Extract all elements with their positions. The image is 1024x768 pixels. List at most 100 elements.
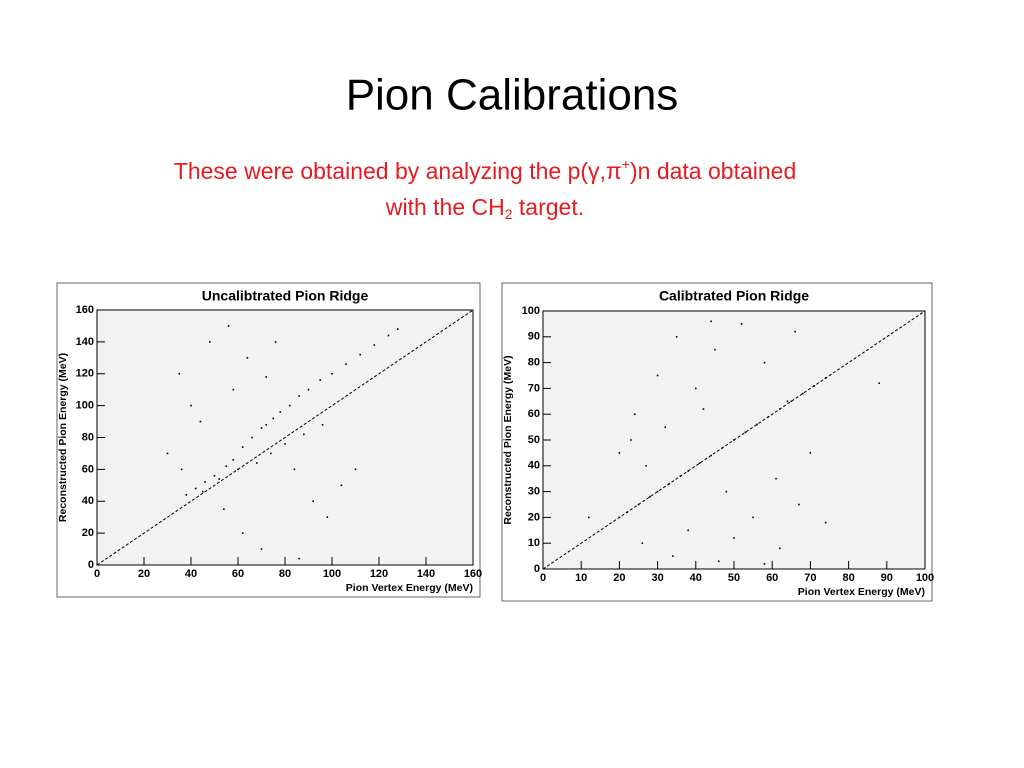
point [775, 477, 777, 480]
x-tick-label: 60 [766, 572, 778, 584]
point [637, 503, 640, 506]
subtitle-text: with the CH [385, 194, 505, 220]
y-tick-label: 60 [82, 463, 94, 475]
point [232, 388, 235, 391]
point [241, 446, 244, 448]
point [279, 411, 282, 413]
x-tick-label: 20 [613, 572, 625, 584]
point [213, 474, 216, 477]
point [209, 341, 211, 343]
x-tick-label: 70 [804, 572, 816, 584]
point [794, 330, 796, 333]
point [260, 427, 263, 429]
point [763, 361, 766, 364]
point [767, 415, 770, 418]
point [630, 439, 632, 441]
x-tick-label: 100 [323, 568, 341, 580]
diagonal-line [96, 309, 474, 566]
point [721, 446, 724, 449]
y-tick-label: 70 [528, 382, 540, 394]
point [740, 323, 743, 325]
y-tick-label: 160 [76, 304, 94, 316]
point [779, 547, 781, 550]
point [824, 377, 827, 379]
x-tick-label: 140 [417, 568, 435, 580]
subtitle-text: )n data obtained [630, 158, 796, 184]
point [354, 468, 357, 471]
chart-title: Uncalibtrated Pion Ridge [202, 288, 369, 304]
point [201, 490, 204, 493]
point [645, 465, 647, 467]
point [227, 325, 230, 327]
point [763, 563, 766, 565]
point [190, 404, 192, 407]
point [256, 462, 258, 464]
point [813, 385, 816, 387]
y-tick-label: 140 [76, 336, 94, 348]
point [733, 537, 735, 539]
point [288, 404, 291, 407]
point [790, 400, 793, 403]
y-tick-label: 10 [528, 537, 540, 549]
point [649, 495, 651, 498]
point [733, 439, 735, 441]
point [180, 468, 183, 471]
point [251, 436, 253, 439]
point [672, 555, 674, 557]
point [260, 548, 263, 550]
point [687, 529, 689, 532]
subtitle-text: These were obtained by analyzing the p(γ… [174, 158, 622, 184]
chart-title: Calibtrated Pion Ridge [659, 288, 809, 304]
point [779, 408, 781, 410]
y-tick-label: 20 [82, 527, 94, 539]
point [241, 532, 244, 534]
point [878, 382, 880, 385]
subtitle-text: target. [513, 194, 585, 220]
y-tick-label: 0 [534, 563, 540, 575]
point [698, 462, 701, 465]
y-tick-label: 20 [528, 511, 540, 523]
point [786, 400, 789, 403]
point [744, 431, 747, 434]
point [265, 423, 267, 426]
point [293, 468, 296, 471]
point [178, 372, 181, 375]
point [626, 511, 628, 514]
y-tick-label: 100 [76, 400, 94, 412]
point [641, 542, 644, 544]
x-tick-label: 50 [728, 572, 740, 584]
y-tick-label: 100 [522, 305, 540, 317]
y-tick-label: 50 [528, 434, 540, 446]
point [194, 487, 197, 490]
point [298, 557, 300, 560]
subtitle-line: These were obtained by analyzing the p(γ… [174, 156, 796, 184]
point [218, 478, 220, 480]
point [668, 483, 670, 485]
point [225, 465, 228, 467]
point [166, 452, 169, 455]
point [331, 372, 333, 375]
point [710, 454, 712, 457]
subtitle-line: with the CH2 target. [385, 194, 584, 222]
x-tick-label: 20 [138, 568, 150, 580]
point [397, 328, 399, 330]
point [752, 516, 754, 519]
x-tick-label: 40 [690, 572, 702, 584]
y-tick-label: 40 [82, 495, 94, 507]
point [702, 408, 705, 410]
point [618, 516, 621, 519]
point [714, 348, 716, 351]
x-tick-label: 160 [464, 568, 482, 580]
point [664, 426, 667, 428]
point [274, 341, 277, 343]
subtitle-sub: 2 [505, 206, 513, 222]
point [656, 374, 659, 377]
point [298, 395, 300, 397]
point [345, 363, 347, 365]
point [618, 452, 621, 454]
point [801, 392, 804, 395]
point [303, 433, 305, 436]
y-tick-label: 80 [82, 431, 94, 443]
point [272, 417, 275, 420]
